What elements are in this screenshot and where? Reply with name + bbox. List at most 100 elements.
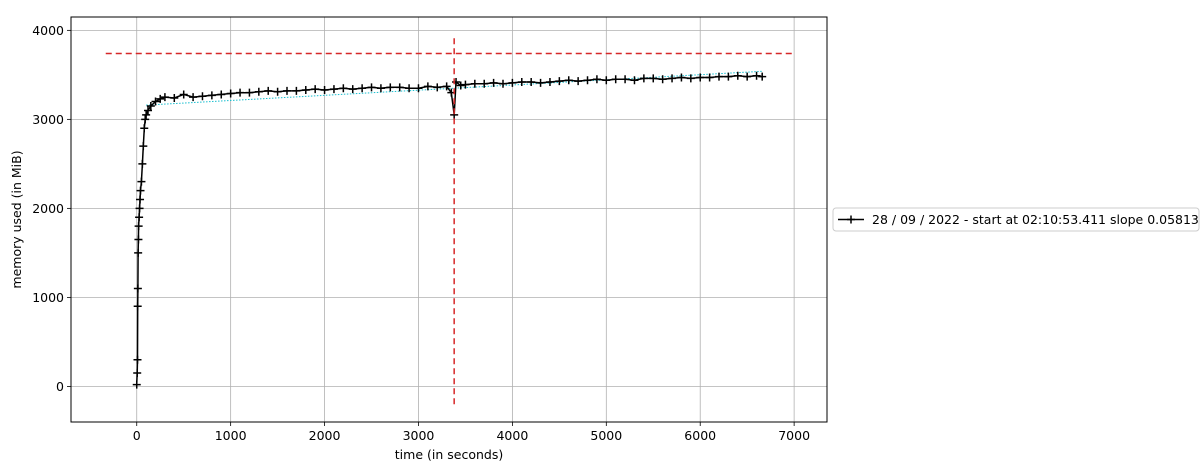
x-tick-label: 5000 [590,428,622,443]
data-point [470,79,479,88]
trend-line [146,70,763,106]
data-point [348,85,357,94]
data-point [456,81,465,90]
data-point [134,248,143,257]
data-point [668,74,677,83]
data-point [273,87,282,96]
data-point [442,82,451,91]
data-point [395,83,404,92]
data-point [574,77,583,86]
data-point [198,92,207,101]
data-point [207,91,216,100]
data-point [339,84,348,93]
data-point [135,204,144,213]
data-point [733,71,742,80]
legend-box [832,207,1200,232]
data-point [292,86,301,95]
data-point [189,93,198,102]
data-point [136,195,145,204]
data-point [133,302,142,311]
data-point [138,159,147,168]
data-point [602,76,611,85]
data-point [141,115,150,124]
x-tick-label: 3000 [403,428,435,443]
y-tick-label: 0 [56,379,64,394]
data-point [134,235,143,244]
y-axis-ticks: 0 1000 2000 3000 4000 [32,23,71,394]
legend-entry: 28 / 09 / 2022 - start at 02:10:53.411 s… [872,212,1199,227]
x-tick-label: 0 [133,428,141,443]
data-point [329,85,338,94]
data-point [433,83,442,92]
data-point [649,74,658,83]
data-point [414,84,423,93]
data-point [136,186,145,195]
x-tick-label: 4000 [496,428,528,443]
data-point [134,222,143,231]
data-point [452,77,461,86]
data-point [146,102,155,111]
data-point [517,77,526,86]
data-point [217,90,226,99]
data-point [621,75,630,84]
data-point [236,88,245,97]
data-point [133,355,142,364]
data-point [752,71,761,80]
data-point [160,93,169,102]
data-point [508,78,517,87]
data-point [283,86,291,95]
data-point [301,85,310,94]
x-axis-ticks: 0 1000 2000 3000 4000 5000 6000 7000 [133,422,810,443]
data-point [715,72,723,81]
data-point [555,77,564,86]
y-tick-label: 3000 [32,112,64,127]
data-point [536,78,545,87]
y-tick-label: 2000 [32,201,64,216]
data-point [133,369,142,378]
data-point [156,94,165,103]
data-point [386,83,395,92]
data-point [686,74,695,83]
data-point [254,87,263,96]
data-point [630,76,639,85]
data-point [545,77,554,86]
data-point [245,88,254,97]
data-point [132,380,141,389]
grid-lines [71,17,827,422]
data-point [758,72,767,81]
data-point [583,76,592,85]
data-point [142,110,151,119]
data-point [133,284,142,293]
data-point [564,76,573,85]
data-point [743,72,752,81]
y-tick-label: 4000 [32,23,64,38]
data-point [139,142,148,151]
data-point [724,72,733,81]
data-point [611,75,620,84]
data-point [137,177,146,186]
data-point [170,94,179,102]
data-point [226,89,235,98]
x-tick-label: 7000 [778,428,810,443]
trend-line-layer [146,70,763,106]
data-point [151,97,160,106]
data-point [358,84,367,93]
legend-marker-plus [847,215,855,224]
data-point [320,85,329,94]
data-point [677,73,686,82]
reference-lines [105,36,795,405]
data-point [592,75,601,84]
data-point [461,80,470,89]
data-point [527,77,536,86]
legend: 28 / 09 / 2022 - start at 02:10:53.411 s… [832,207,1200,232]
data-point [705,73,714,82]
data-point [423,82,432,91]
plot-frame [70,16,828,423]
data-point [264,86,273,95]
data-point [639,74,648,83]
data-point [499,79,507,88]
data-point [144,106,153,115]
data-point [405,84,414,93]
data-point [480,79,489,88]
y-axis-label: memory used (in MiB) [9,150,24,288]
